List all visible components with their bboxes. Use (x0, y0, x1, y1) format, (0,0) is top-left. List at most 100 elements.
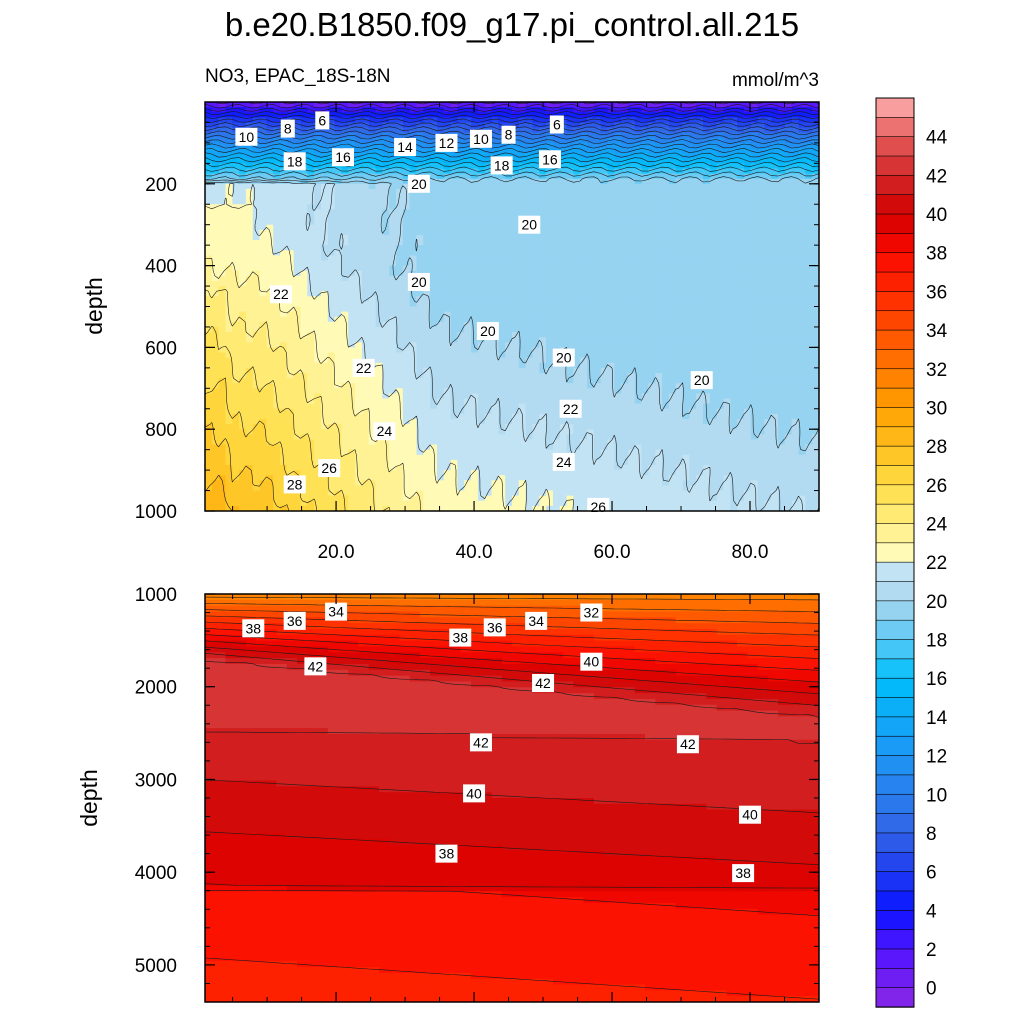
field-cell (355, 378, 363, 384)
field-cell (293, 424, 302, 430)
field-cell (232, 357, 240, 364)
field-cell (320, 388, 329, 395)
field-cell (464, 178, 472, 185)
field-cell (307, 275, 315, 282)
field-cell (573, 188, 581, 195)
field-cell (211, 286, 220, 292)
field-cell (491, 475, 499, 481)
field-cell (205, 158, 213, 164)
field-cell (266, 316, 274, 323)
field-cell (293, 112, 302, 118)
field-cell (205, 321, 213, 328)
field-cell (389, 132, 397, 139)
field-cell (368, 245, 377, 251)
field-cell (416, 424, 424, 430)
field-cell (314, 178, 322, 185)
field-cell (436, 352, 445, 359)
field-cell (368, 158, 377, 164)
field-cell (546, 342, 554, 348)
field-cell (355, 137, 363, 144)
field-cell (280, 178, 288, 185)
field-cell (252, 495, 261, 502)
field-cell (450, 408, 459, 415)
field-cell (252, 434, 261, 441)
field-cell (341, 209, 349, 216)
field-cell (587, 280, 595, 287)
field-cell (334, 321, 343, 328)
field-cell (355, 475, 363, 481)
field-cell (396, 418, 404, 425)
field-cell (600, 229, 609, 236)
field-cell (559, 178, 568, 185)
field-cell (471, 362, 479, 369)
field-cell (218, 388, 227, 395)
field-cell (382, 260, 390, 267)
field-cell (546, 204, 554, 210)
field-cell (375, 378, 383, 384)
field-cell (266, 378, 274, 384)
field-cell (205, 383, 213, 389)
field-cell (600, 321, 609, 328)
field-cell (368, 475, 377, 481)
field-cell (559, 495, 568, 502)
field-cell (614, 153, 622, 159)
field-cell (375, 199, 383, 205)
field-cell (300, 388, 308, 395)
field-cell (532, 306, 540, 313)
field-cell (232, 500, 240, 507)
field-cell (546, 250, 554, 256)
field-cell (368, 393, 377, 400)
field-cell (239, 393, 247, 400)
field-cell (580, 219, 588, 226)
field-cell (559, 434, 568, 441)
field-cell (355, 275, 363, 282)
field-cell (341, 429, 349, 435)
field-cell (355, 398, 363, 405)
field-cell (314, 301, 322, 308)
field-cell (205, 132, 213, 139)
field-cell (607, 326, 615, 333)
field-cell (477, 316, 486, 323)
field-cell (607, 490, 615, 497)
field-cell (430, 112, 438, 118)
field-cell (525, 209, 534, 216)
field-cell (259, 403, 267, 410)
field-cell (546, 337, 554, 343)
field-cell (518, 137, 527, 144)
field-cell (232, 148, 240, 154)
field-cell (334, 204, 343, 210)
field-cell (416, 475, 424, 481)
field-cell (464, 168, 472, 175)
field-cell (512, 378, 520, 384)
field-cell (436, 393, 445, 400)
field-cell (491, 424, 499, 430)
field-cell (532, 153, 540, 159)
field-cell (225, 280, 233, 287)
field-cell (293, 183, 302, 190)
field-cell (552, 286, 561, 292)
field-cell (232, 280, 240, 287)
field-cell (389, 102, 397, 108)
field-cell (525, 332, 534, 338)
field-cell (320, 194, 329, 200)
field-cell (450, 168, 459, 175)
field-cell (327, 112, 336, 118)
field-cell (355, 480, 363, 487)
field-cell (491, 301, 499, 308)
field-cell (368, 383, 377, 389)
field-cell (396, 347, 404, 354)
field-cell (307, 270, 315, 277)
field-cell (512, 173, 520, 180)
field-cell (614, 229, 622, 236)
field-cell (375, 388, 383, 395)
field-cell (355, 112, 363, 118)
field-cell (232, 117, 240, 124)
field-cell (580, 199, 588, 205)
field-cell (300, 454, 308, 461)
field-cell (477, 102, 486, 108)
field-cell (430, 275, 438, 282)
field-cell (512, 480, 520, 487)
field-cell (539, 117, 547, 124)
field-cell (532, 178, 540, 185)
field-cell (382, 275, 390, 282)
